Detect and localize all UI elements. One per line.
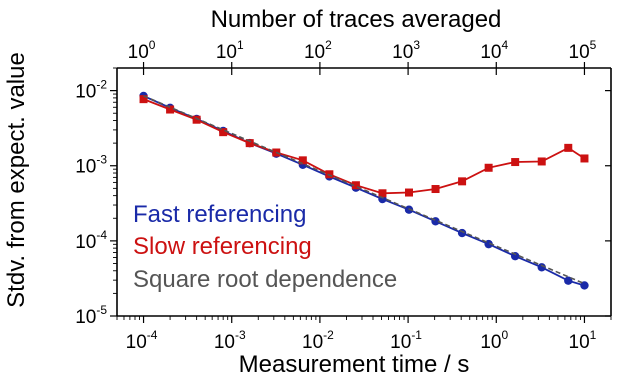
data-point-slow bbox=[484, 163, 493, 172]
y-axis-label: Stdv. from expect. value bbox=[3, 52, 30, 308]
x-tick-label: 10-3 bbox=[214, 328, 246, 353]
x2-tick-label: 102 bbox=[304, 38, 332, 63]
x2-tick-label: 105 bbox=[569, 38, 597, 63]
series-line-0 bbox=[143, 95, 585, 287]
x2-tick-label: 104 bbox=[480, 38, 508, 63]
legend: Fast referencing Slow referencing Square… bbox=[133, 201, 397, 293]
x-axis-label: Measurement time / s bbox=[239, 351, 470, 378]
x2-tick-label: 101 bbox=[216, 38, 244, 63]
ticks: 10-4 10-3 10-2 10-1 100 101 100 101 102 103 104 105… bbox=[75, 38, 612, 353]
data-point-slow bbox=[564, 143, 573, 152]
x-tick-label: 100 bbox=[480, 328, 508, 353]
data-point-slow bbox=[404, 188, 413, 197]
data-point-fast bbox=[564, 276, 573, 285]
y-tick-label: 10-2 bbox=[75, 78, 107, 103]
legend-entry-sqrt: Square root dependence bbox=[133, 266, 397, 293]
top-axis-label: Number of traces averaged bbox=[211, 6, 502, 33]
x2-tick-label: 100 bbox=[128, 38, 156, 63]
series-line-1 bbox=[143, 98, 585, 195]
data-point-slow bbox=[458, 177, 467, 186]
x2-tick-label: 103 bbox=[392, 38, 420, 63]
data-point-fast bbox=[537, 263, 546, 272]
data-point-slow bbox=[580, 154, 589, 163]
data-point-fast bbox=[457, 228, 467, 238]
x-tick-label: 10-2 bbox=[302, 328, 334, 353]
x-tick-label: 101 bbox=[569, 328, 597, 353]
data-point-slow bbox=[192, 115, 201, 124]
data-point-slow bbox=[511, 158, 520, 167]
data-point-slow bbox=[298, 156, 307, 165]
data-point-slow bbox=[219, 128, 228, 137]
data-point-slow bbox=[245, 139, 254, 148]
data-point-slow bbox=[537, 157, 546, 166]
data-point-slow bbox=[378, 189, 387, 198]
data-point-slow bbox=[166, 105, 175, 114]
legend-entry-fast: Fast referencing bbox=[133, 201, 306, 228]
x-tick-label: 10-4 bbox=[126, 328, 158, 353]
data-point-slow bbox=[431, 185, 440, 194]
series-layer bbox=[139, 91, 589, 290]
y-tick-label: 10-5 bbox=[75, 303, 107, 328]
y-tick-label: 10-4 bbox=[75, 228, 107, 253]
data-point-slow bbox=[139, 95, 148, 104]
y-tick-label: 10-3 bbox=[75, 153, 107, 178]
legend-entry-slow: Slow referencing bbox=[133, 233, 312, 260]
data-point-slow bbox=[351, 181, 360, 190]
x-tick-label: 10-1 bbox=[390, 328, 422, 353]
plot-frame bbox=[116, 67, 612, 317]
data-point-fast bbox=[580, 281, 589, 290]
